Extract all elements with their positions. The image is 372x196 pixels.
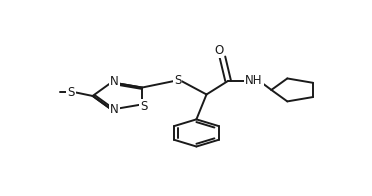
Text: NH: NH [245, 74, 263, 87]
Text: S: S [174, 74, 182, 87]
Text: S: S [140, 100, 147, 113]
Text: S: S [67, 86, 75, 99]
Text: N: N [110, 103, 119, 116]
Text: O: O [214, 44, 224, 57]
Text: N: N [110, 75, 119, 88]
